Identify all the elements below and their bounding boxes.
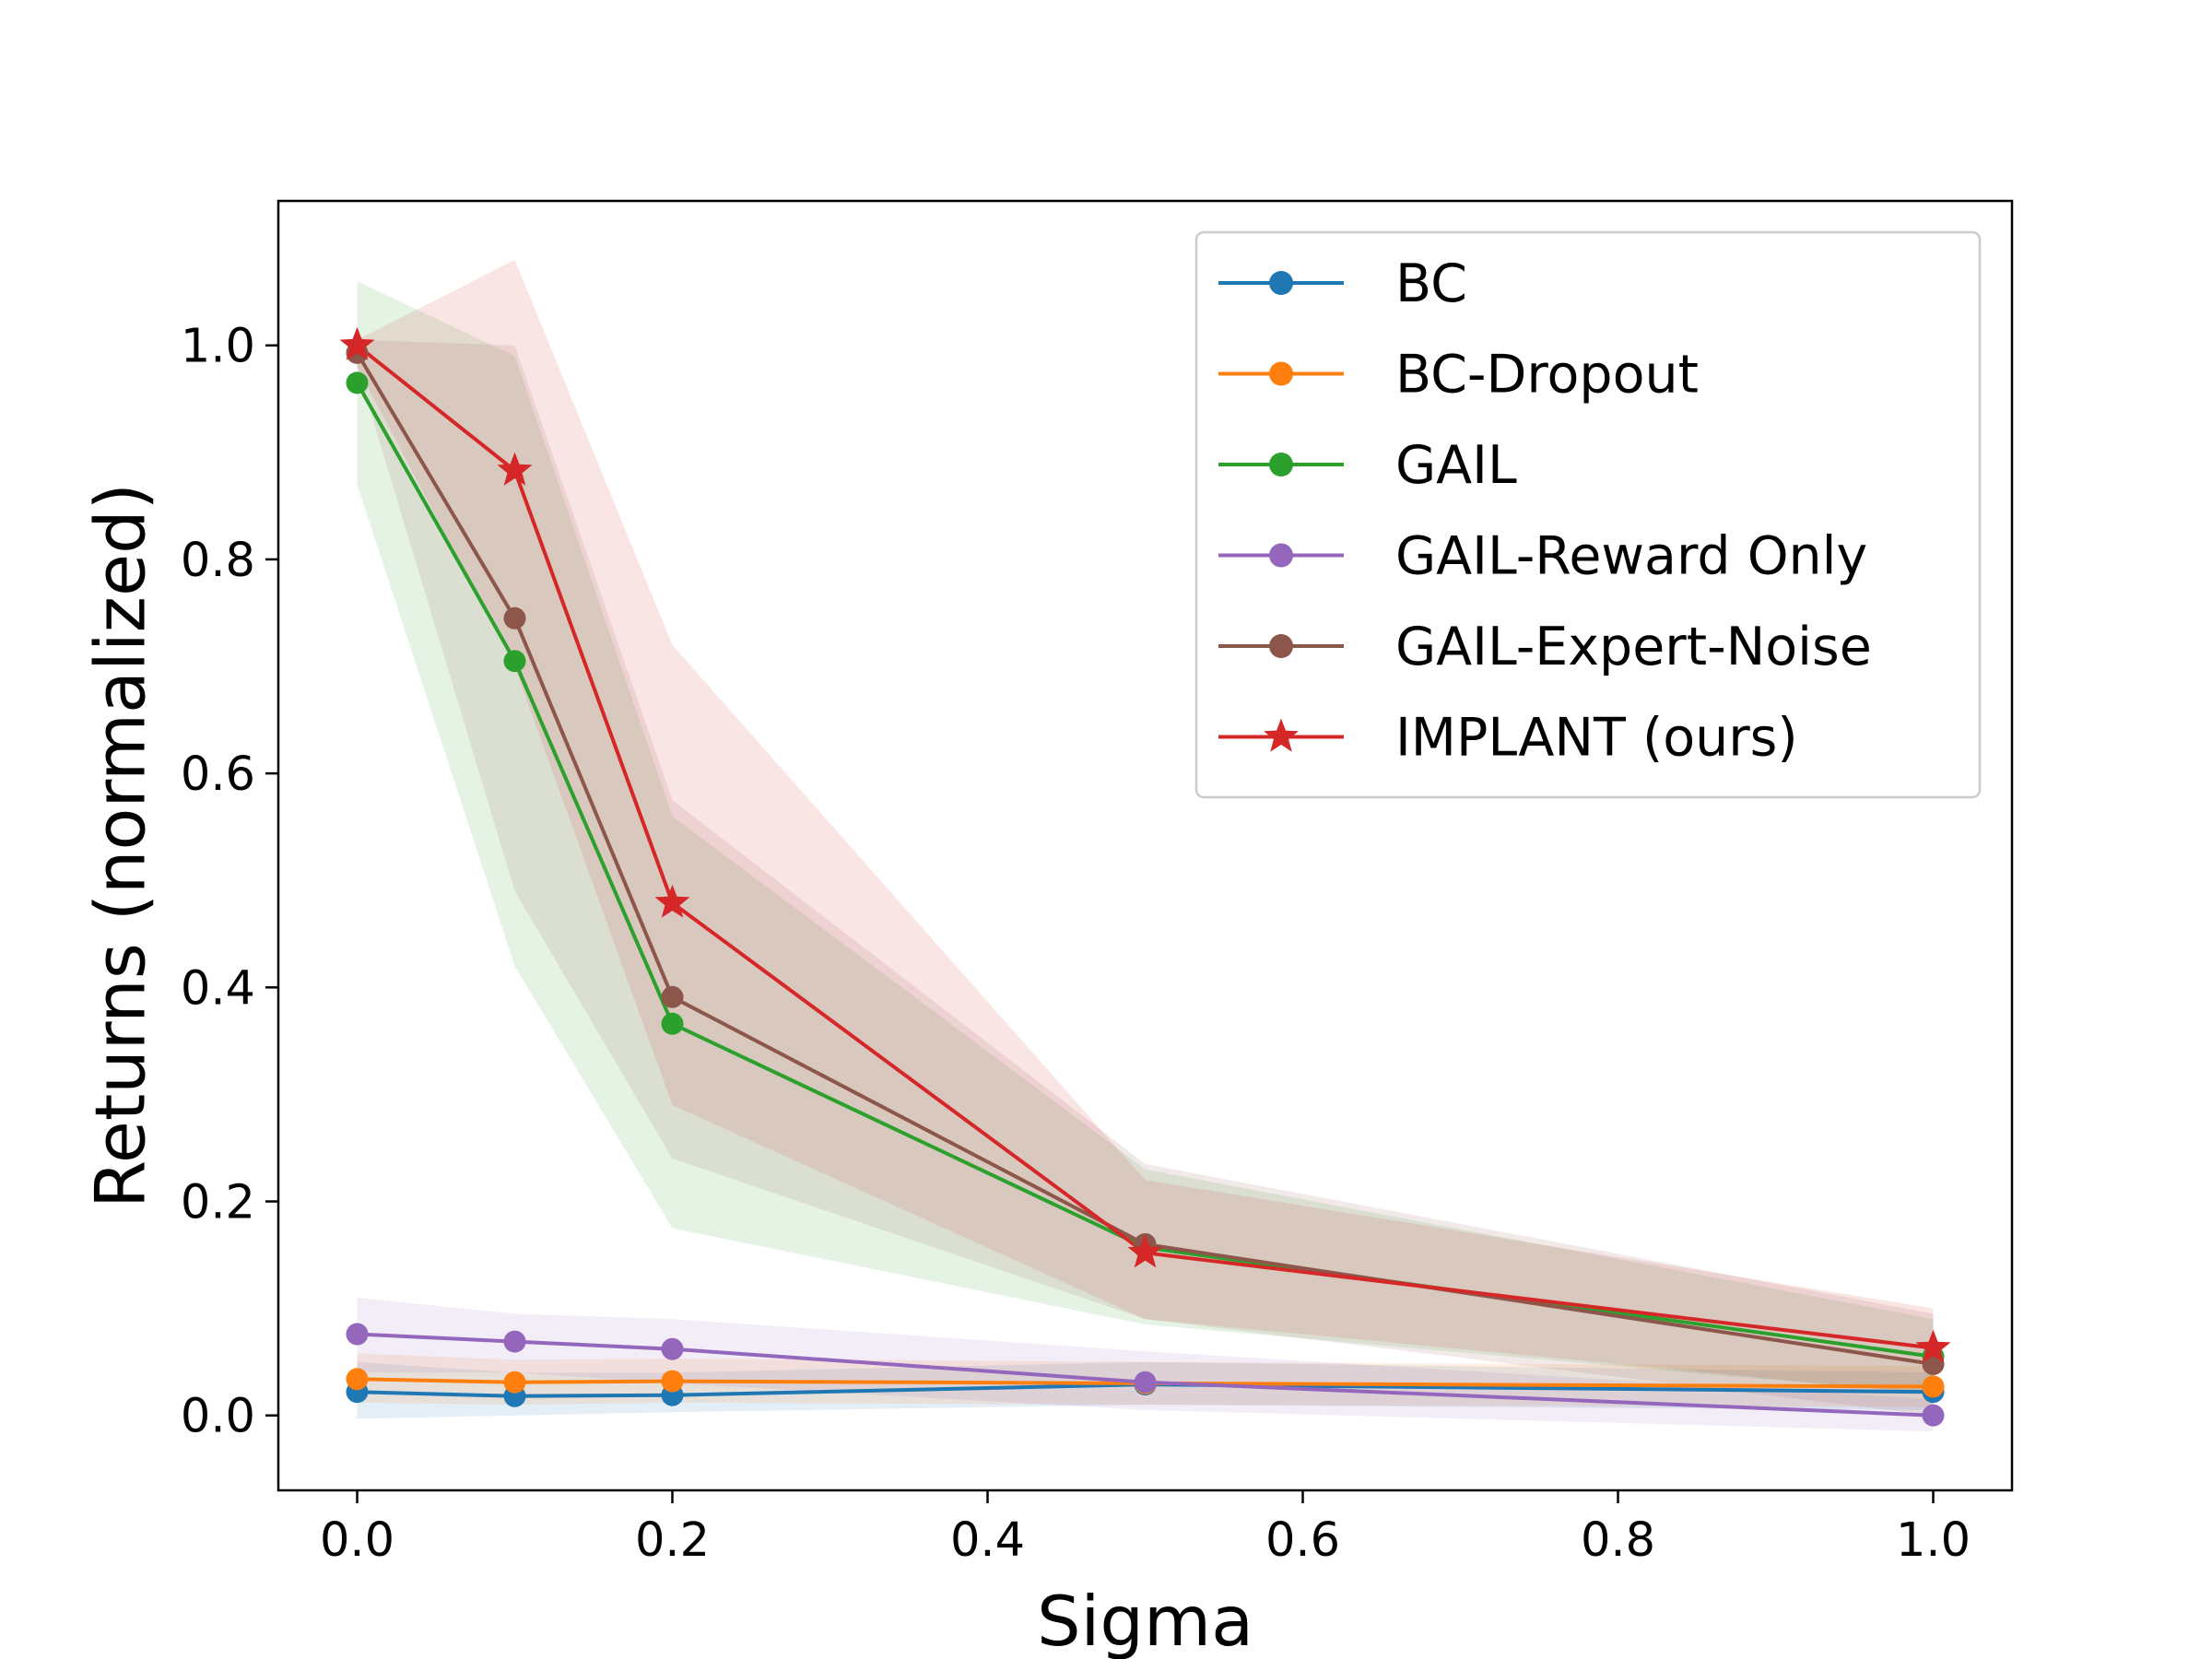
plot-area-frame [276,199,2014,1492]
legend-label: GAIL [1395,435,1517,496]
legend-circle-marker [1269,543,1293,568]
gail-reward-only-point [1922,1404,1945,1427]
implant-ours-point [1127,1234,1163,1268]
y-tick-label: 0.0 [181,1390,255,1444]
legend-circle-marker [1269,271,1293,295]
x-axis-label: Sigma [1037,1581,1253,1659]
legend-label: GAIL-Expert-Noise [1395,617,1872,677]
bc-dropout-point [1922,1375,1945,1398]
x-tick-label: 0.2 [635,1513,710,1568]
legend-star-marker [1264,718,1299,752]
gail-reward-only-point [661,1337,684,1360]
legend-label: GAIL-Reward Only [1395,526,1867,587]
y-tick-label: 0.4 [181,961,255,1016]
x-tick-label: 0.0 [320,1513,394,1568]
x-tick-label: 0.8 [1581,1513,1655,1568]
implant-ours-band [357,259,1934,1394]
legend-circle-marker [1269,361,1293,386]
legend-label: BC [1395,253,1467,314]
y-tick-label: 1.0 [181,320,255,374]
x-tick-label: 0.6 [1265,1513,1340,1568]
x-tick-label: 0.4 [950,1513,1025,1568]
y-tick-label: 0.8 [181,534,255,588]
y-axis-label: Returns (normalized) [79,483,160,1208]
gail-reward-only-point [503,1330,526,1353]
implant-ours-point [339,326,375,360]
legend-label: BC-Dropout [1395,345,1699,406]
gail-point [503,650,526,673]
gail-reward-only-point [1134,1371,1157,1394]
legend-circle-marker [1269,453,1293,477]
gail-expert-noise-point [661,985,684,1008]
data-markers [339,326,1951,1427]
gail-reward-only-point [346,1323,369,1346]
y-tick-label: 0.2 [181,1176,255,1230]
gail-point [661,1012,684,1035]
implant-ours-point [497,452,533,486]
y-axis: 0.0 0.2 0.4 0.6 0.8 1.0 [181,320,278,1444]
y-tick-label: 0.6 [181,747,255,802]
gail-band [357,281,1934,1394]
gail-point [346,371,369,394]
implant-ours-point [1915,1329,1951,1363]
x-tick-label: 1.0 [1896,1513,1971,1568]
x-axis: 0.0 0.2 0.4 0.6 0.8 1.0 [320,1490,1971,1568]
gail-expert-noise-band [357,339,1934,1416]
legend-box [1194,230,1982,799]
legend-circle-marker [1269,634,1293,658]
bc-dropout-point [503,1371,526,1394]
legend-label: IMPLANT (ours) [1395,708,1798,769]
gail-expert-noise-point [503,606,526,629]
bc-dropout-point [661,1370,684,1393]
legend: BC BC-Dropout GAIL GAIL-Reward Only GAIL-Exp… [1194,230,1982,799]
implant-ours-point [654,884,690,918]
bc-dropout-point [346,1368,369,1391]
